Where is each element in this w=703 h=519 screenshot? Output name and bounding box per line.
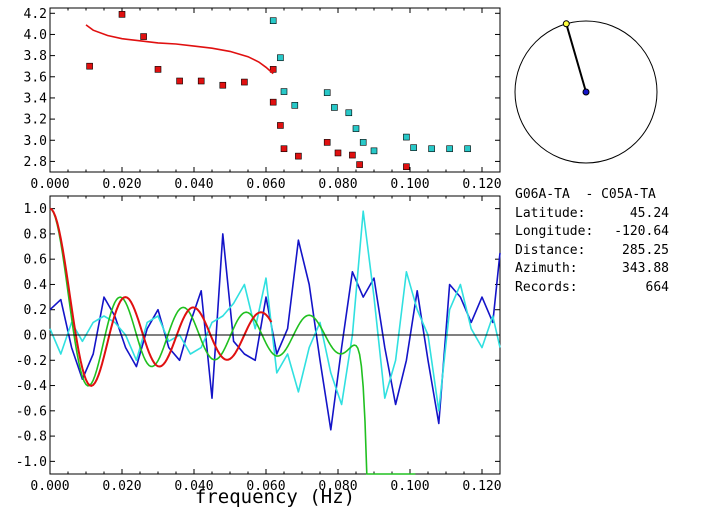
data-point (86, 62, 93, 70)
x-tick-label: 0.120 (462, 177, 501, 192)
series-line (49, 210, 501, 412)
data-point (140, 33, 147, 40)
data-point (280, 88, 288, 95)
station-pair-title: G06A-TA - C05A-TA (515, 187, 656, 202)
y-tick-label: 4.0 (24, 28, 47, 43)
y-tick-label: 3.8 (24, 49, 47, 64)
x-axis-label: frequency (Hz) (195, 486, 355, 508)
data-point (349, 151, 356, 159)
y-tick-label: 3.2 (24, 113, 47, 128)
data-point (410, 144, 417, 151)
data-point (295, 152, 302, 160)
y-tick-label: 0.8 (24, 227, 47, 242)
y-tick-label: 3.6 (24, 70, 47, 85)
data-point (323, 139, 331, 146)
data-point (280, 145, 288, 153)
azimuth-label: Azimuth: (515, 261, 578, 276)
info-row-distance: Distance: 285.25 (515, 242, 700, 261)
x-tick-label: 0.100 (390, 177, 429, 192)
data-point (197, 77, 205, 85)
data-point (428, 145, 435, 153)
x-tick-label: 0.020 (102, 479, 141, 494)
x-tick-label: 0.060 (246, 177, 285, 192)
y-tick-label: 2.8 (24, 155, 47, 170)
x-tick-label: 0.040 (174, 177, 213, 192)
data-point (277, 54, 284, 62)
y-tick-label: -0.6 (16, 404, 47, 419)
station-info: G06A-TA - C05A-TA Latitude: 45.24 Longit… (515, 186, 700, 297)
azimuth-value: 343.88 (622, 261, 669, 276)
azimuth-ring (514, 20, 658, 164)
dispersion-panel: 0.000 0.020 0.040 0.060 0.080 0.100 0.120 4.2 4.… (24, 7, 502, 192)
data-point (176, 77, 183, 85)
azimuth-circle (514, 20, 658, 164)
center-marker (582, 88, 590, 96)
y-tick-label: -1.0 (16, 455, 47, 470)
data-point (269, 17, 277, 24)
data-point (269, 98, 277, 106)
data-point (403, 163, 410, 171)
x-tick-label: 0.060 (246, 479, 285, 494)
x-tick-label: 0.020 (102, 177, 141, 192)
data-point (331, 104, 338, 111)
series-line (49, 233, 501, 431)
data-point (154, 66, 162, 73)
data-point (219, 81, 227, 89)
x-tick-label: 0.000 (30, 479, 69, 494)
y-tick-label: -0.8 (16, 430, 47, 445)
data-point (291, 102, 299, 109)
y-tick-label: -0.4 (16, 379, 47, 394)
data-point (241, 78, 248, 86)
distance-label: Distance: (515, 242, 586, 258)
data-point (334, 149, 342, 157)
y-tick-label: 0.4 (24, 278, 48, 293)
info-row-records: Records: 664 (515, 279, 700, 298)
y-tick-label: 0.0 (24, 329, 47, 344)
data-point (118, 11, 126, 18)
latitude-label: Latitude: (515, 205, 586, 221)
y-tick-label: 3.4 (24, 91, 48, 106)
data-point (277, 122, 284, 129)
fit-curve (85, 24, 274, 75)
y-tick-label: 1.0 (24, 202, 47, 217)
x-tick-label: 0.040 (174, 479, 213, 494)
longitude-value: -120.64 (614, 224, 669, 239)
records-value: 664 (645, 279, 669, 295)
x-tick-label: 0.100 (390, 479, 429, 494)
correlation-panel: 0.000 0.020 0.040 0.060 0.080 0.100 0.120 1.0 0.… (16, 195, 502, 508)
latitude-value: 45.24 (629, 205, 669, 221)
data-point (356, 161, 363, 168)
data-point (370, 147, 378, 155)
plot-frame (49, 7, 501, 173)
y-tick-label: -0.2 (16, 354, 47, 369)
y-tick-label: 0.2 (24, 303, 47, 318)
data-point (269, 66, 277, 73)
info-row-azimuth: Azimuth: 343.88 (515, 260, 700, 279)
records-label: Records: (515, 279, 578, 295)
data-point (464, 145, 471, 153)
x-tick-label: 0.000 (30, 177, 69, 192)
series-line (49, 207, 416, 475)
data-point (345, 109, 353, 117)
y-tick-label: 0.6 (24, 253, 47, 268)
data-point (323, 89, 331, 96)
azimuth-line (565, 23, 587, 93)
x-tick-label: 0.120 (462, 479, 501, 494)
data-point (359, 139, 367, 146)
series-line (49, 207, 273, 387)
y-tick-label: 4.2 (24, 7, 47, 22)
data-point (446, 145, 453, 153)
y-tick-label: 3.0 (24, 134, 47, 149)
x-tick-label: 0.080 (318, 177, 357, 192)
data-point (352, 125, 360, 132)
data-point (403, 133, 410, 141)
longitude-label: Longitude: (515, 224, 594, 239)
distance-value: 285.25 (622, 242, 669, 258)
info-row-latitude: Latitude: 45.24 (515, 205, 700, 224)
info-row-longitude: Longitude: -120.64 (515, 223, 700, 242)
x-tick-label: 0.080 (318, 479, 357, 494)
station-marker (562, 20, 570, 28)
